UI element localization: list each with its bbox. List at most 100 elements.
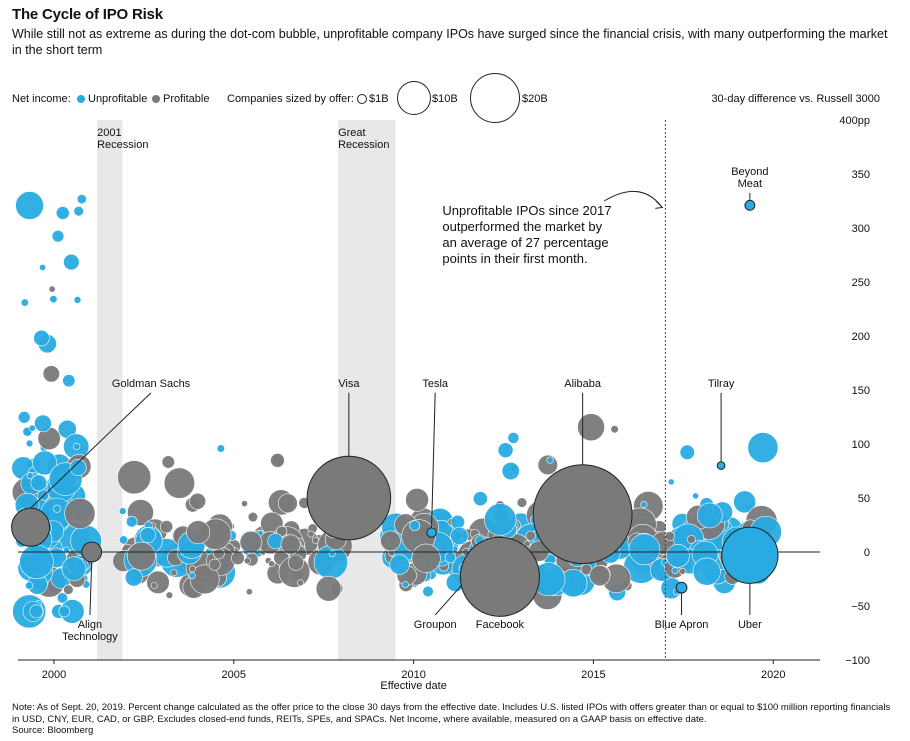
ipo-point xyxy=(55,206,70,220)
ipo-point xyxy=(170,569,178,577)
point-label: Tilray xyxy=(708,378,735,390)
point-label: Uber xyxy=(738,619,762,631)
recession-label: Recession xyxy=(97,139,148,151)
ipo-point xyxy=(62,374,76,388)
recession-label: Recession xyxy=(338,139,389,151)
ipo-point xyxy=(117,460,152,495)
ipo-point xyxy=(401,580,409,589)
y-tick-label: −100 xyxy=(845,655,870,667)
leader-line xyxy=(89,561,93,615)
ipo-point xyxy=(268,560,275,568)
ipo-point xyxy=(118,507,127,515)
size-10b-circle-icon xyxy=(397,81,431,115)
ipo-point xyxy=(297,579,304,587)
ipo-point xyxy=(17,411,31,424)
legend-size-1b: $1B xyxy=(369,93,389,105)
ipo-point xyxy=(280,534,301,555)
y-tick-label: 350 xyxy=(852,169,870,181)
ipo-point xyxy=(73,296,82,304)
ipo-point xyxy=(411,543,441,573)
ipo-point xyxy=(589,565,611,587)
ipo-point xyxy=(25,581,34,590)
ipo-point xyxy=(163,467,196,499)
ipo-point xyxy=(472,491,488,507)
point-label: Alibaba xyxy=(564,378,602,390)
ipo-point xyxy=(287,554,304,571)
annotation-arrow xyxy=(603,190,662,207)
ipo-point xyxy=(546,456,554,464)
y-tick-label: 0 xyxy=(864,547,870,559)
ipo-point xyxy=(30,474,48,492)
point-label: Meat xyxy=(738,178,762,190)
ipo-point xyxy=(125,515,138,528)
recession-label: 2001 xyxy=(97,127,121,139)
recession-band xyxy=(97,120,123,660)
ipo-point xyxy=(53,504,61,513)
ipo-point xyxy=(189,492,207,510)
ipo-point xyxy=(245,588,253,596)
ipo-point xyxy=(51,229,65,243)
point-label: Technology xyxy=(62,631,118,643)
ipo-point xyxy=(189,564,220,595)
legend: Net income: Unprofitable Profitable Comp… xyxy=(12,73,892,123)
ipo-point xyxy=(577,413,605,442)
labeled-ipo-point xyxy=(532,464,633,565)
ipo-point xyxy=(15,191,44,220)
ipo-point xyxy=(450,526,469,546)
legend-size-20b: $20B xyxy=(522,93,548,105)
ipo-point xyxy=(119,535,129,545)
ipo-point xyxy=(29,604,44,619)
point-label: Align xyxy=(78,619,102,631)
ipo-point xyxy=(26,472,34,480)
ipo-point xyxy=(239,530,263,554)
ipo-point xyxy=(610,425,619,434)
ipo-point xyxy=(667,478,675,486)
ipo-point xyxy=(525,530,536,542)
ipo-point xyxy=(686,535,696,544)
y-tick-label: 200 xyxy=(852,331,870,343)
point-label: Tesla xyxy=(422,378,449,390)
ipo-point xyxy=(247,511,259,523)
ipo-point xyxy=(696,502,723,529)
ipo-point xyxy=(747,432,779,464)
ipo-point xyxy=(159,520,174,534)
ipo-point xyxy=(28,424,36,432)
annotation-text: points in their first month. xyxy=(442,251,587,266)
recession-band xyxy=(338,120,396,660)
ipo-point xyxy=(270,453,285,468)
size-20b-circle-icon xyxy=(470,73,520,123)
legend-profitable-label: Profitable xyxy=(163,93,210,105)
labeled-ipo-point xyxy=(716,461,726,470)
ipo-point xyxy=(444,551,457,564)
labeled-ipo-point xyxy=(81,541,103,563)
y-tick-label: −50 xyxy=(851,601,870,613)
ipo-point xyxy=(49,295,58,304)
ipo-point xyxy=(76,194,87,205)
ipo-point xyxy=(42,365,60,383)
ipo-point xyxy=(497,442,514,459)
annotation-text: Unprofitable IPOs since 2017 xyxy=(442,203,611,218)
ipo-point xyxy=(311,536,319,544)
y-axis-title: 30-day difference vs. Russell 3000 xyxy=(711,93,880,105)
ipo-point xyxy=(34,414,52,433)
ipo-point xyxy=(422,585,434,598)
annotation-text: outperformed the market by xyxy=(442,219,602,234)
ipo-point xyxy=(733,490,756,514)
ipo-point xyxy=(507,432,520,444)
ipo-point xyxy=(307,530,315,538)
labeled-ipo-point xyxy=(306,455,392,541)
ipo-point xyxy=(501,461,520,481)
unprofitable-dot-icon xyxy=(77,95,85,103)
ipo-point xyxy=(409,520,421,531)
ipo-point xyxy=(692,492,700,500)
chart-subtitle: While still not as extreme as during the… xyxy=(12,27,888,57)
ipo-point xyxy=(450,514,465,530)
ipo-point xyxy=(48,285,56,293)
ipo-point xyxy=(640,500,648,509)
labeled-ipo-point xyxy=(426,527,437,538)
ipo-point xyxy=(671,567,679,574)
ipo-point xyxy=(161,455,175,469)
ipo-point xyxy=(61,556,87,581)
ipo-point xyxy=(516,497,528,508)
